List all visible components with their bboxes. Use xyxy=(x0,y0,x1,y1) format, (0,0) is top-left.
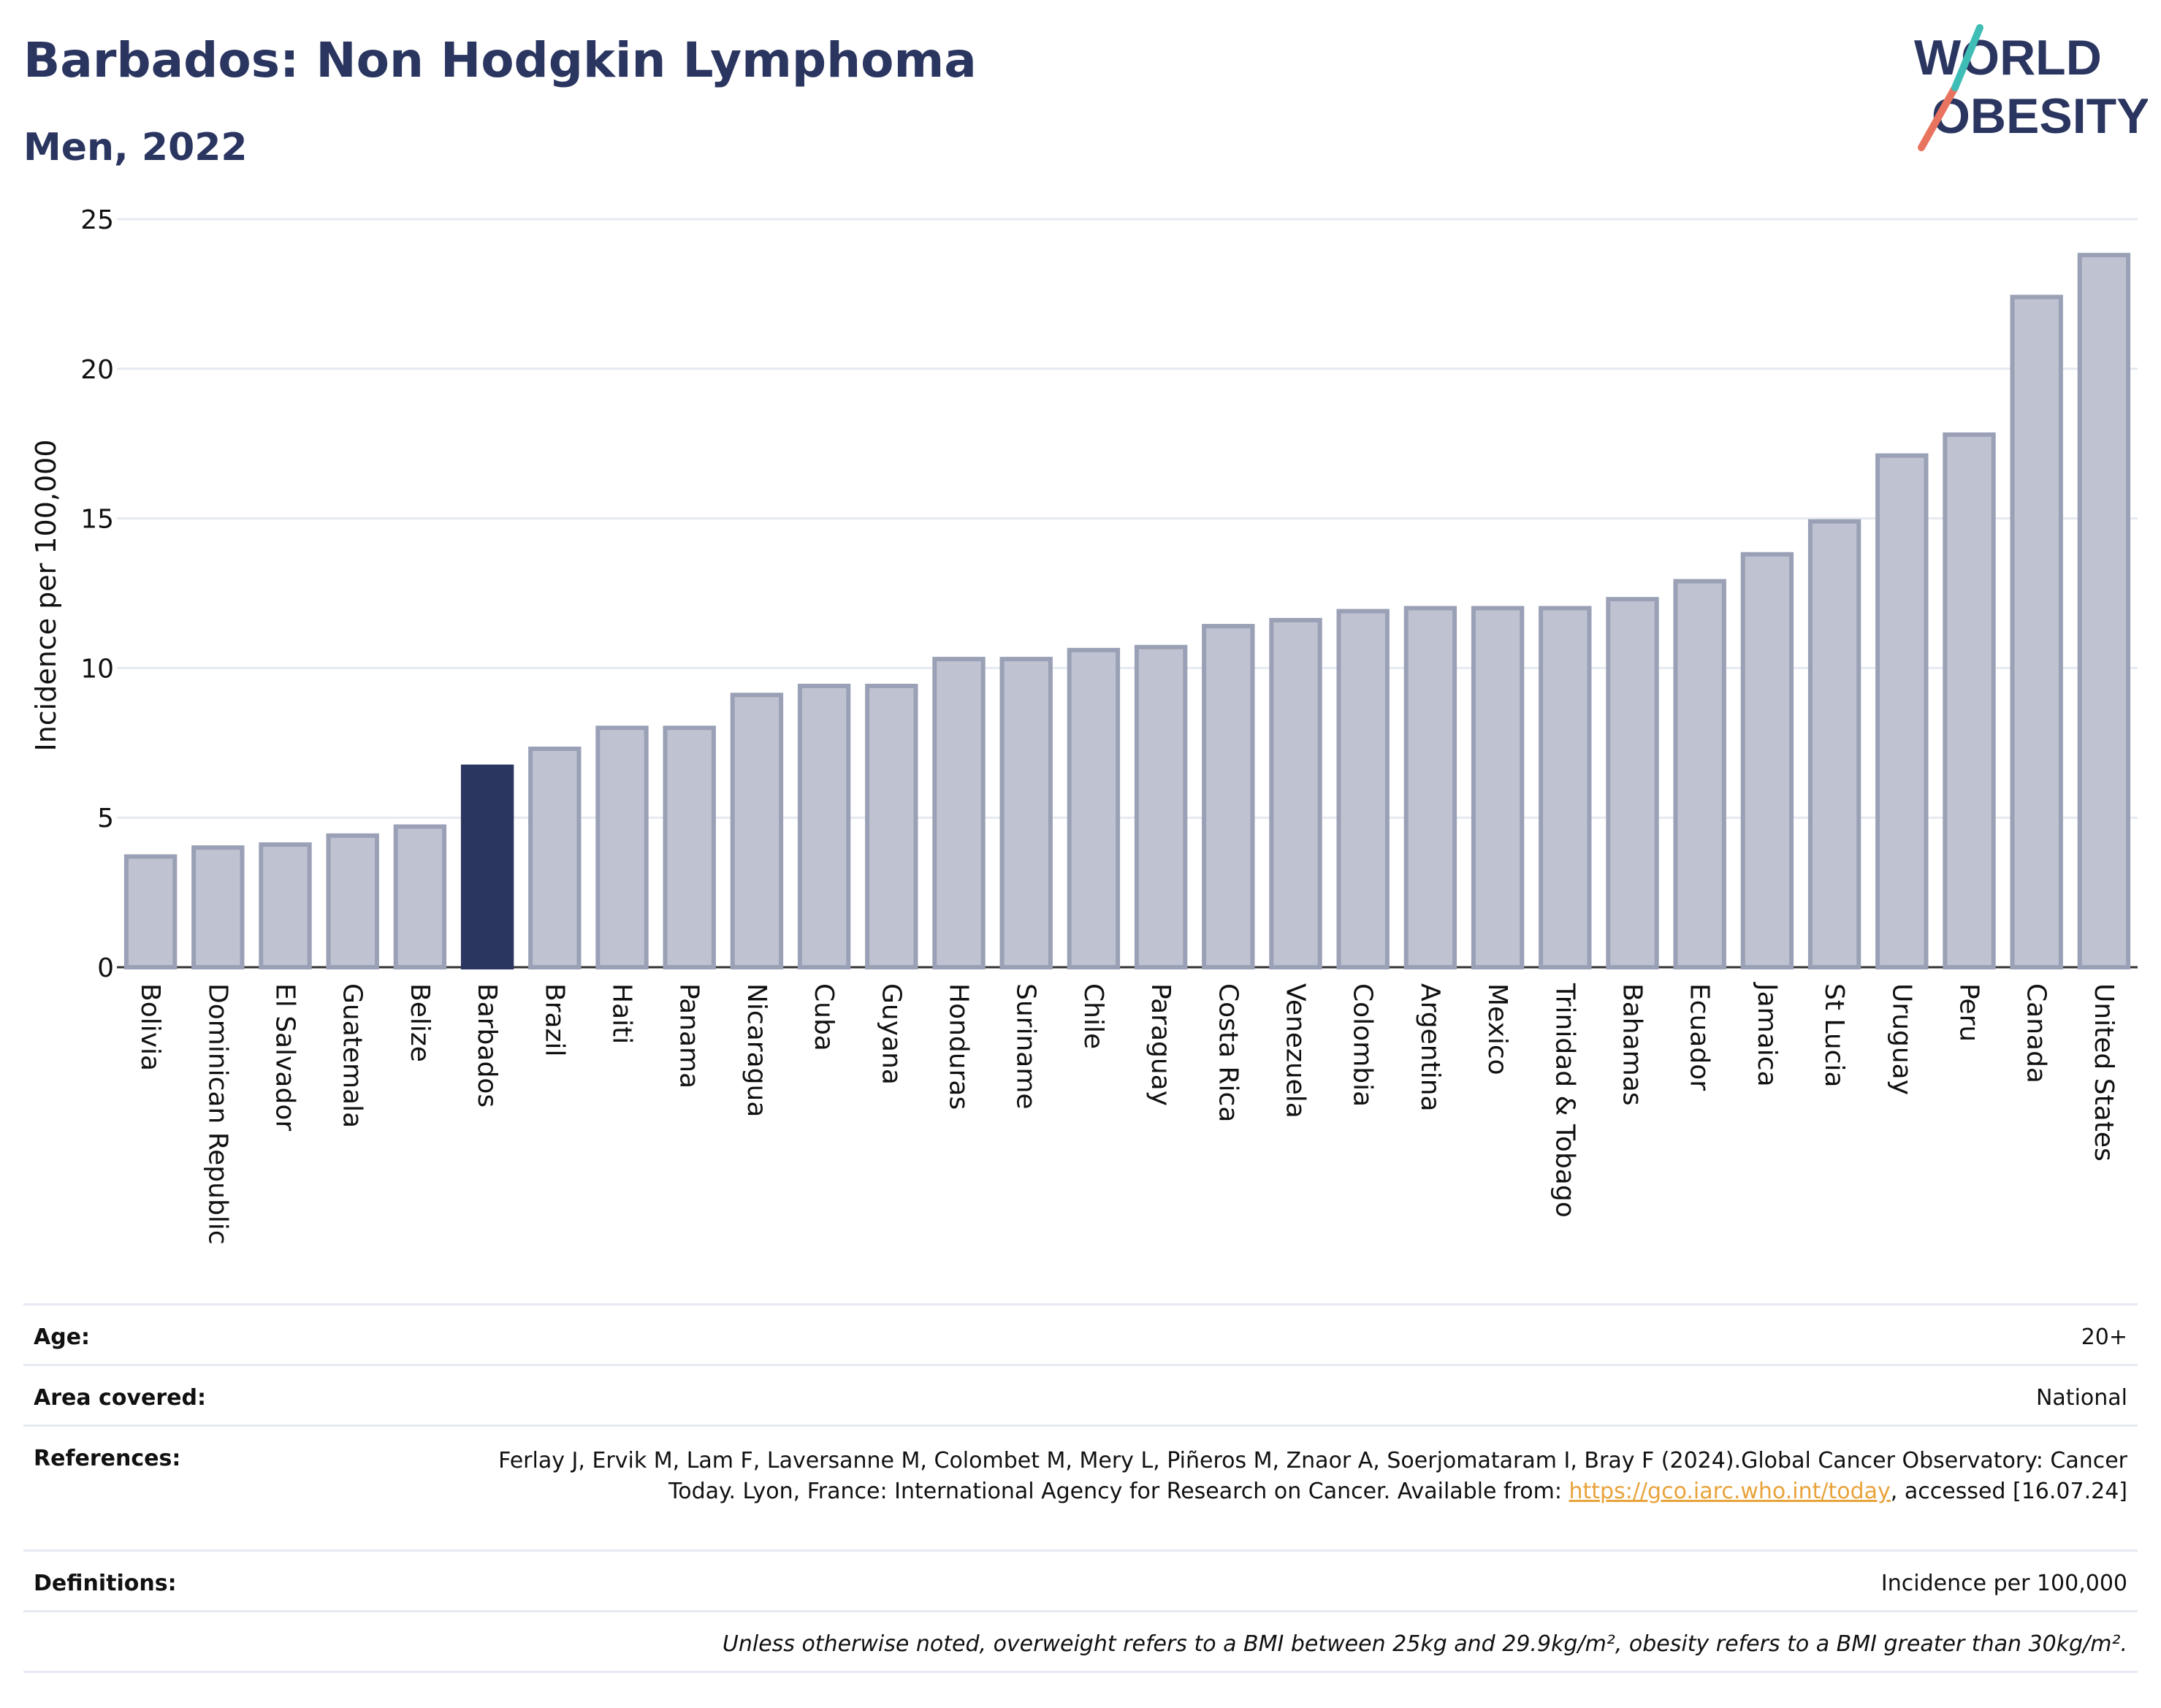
x-tick-label: Chile xyxy=(1078,983,1108,1049)
x-tick-label: Canada xyxy=(2021,983,2051,1083)
definitions-value: Incidence per 100,000 xyxy=(1880,1571,2127,1596)
y-axis-label: Incidence per 100,000 xyxy=(30,439,62,751)
x-tick-label: Guatemala xyxy=(338,983,367,1128)
bar-trinidad-tobago xyxy=(1539,606,1592,969)
bmi-note: Unless otherwise noted, overweight refer… xyxy=(722,1631,2127,1657)
x-tick-label: St Lucia xyxy=(1819,983,1849,1088)
y-tick-label: 25 xyxy=(80,205,114,235)
chart-subtitle: Men, 2022 xyxy=(23,126,248,169)
bar-chart: 0 5 10 15 20 25 Bolivia Dominican Republic El S… xyxy=(30,205,2138,1245)
x-tick-labels: Bolivia Dominican Republic El Salvador Guat… xyxy=(135,982,2119,1245)
bar-jamaica xyxy=(1740,552,1794,969)
chart-title: Barbados: Non Hodgkin Lymphoma xyxy=(23,32,977,88)
y-tick-label: 15 xyxy=(80,505,114,535)
x-tick-label: Haiti xyxy=(607,983,637,1044)
bar-panama xyxy=(663,725,716,969)
bar-brazil xyxy=(528,746,582,969)
references-text: Ferlay J, Ervik M, Lam F, Laversanne M, … xyxy=(498,1448,2127,1504)
bar-bolivia xyxy=(123,854,178,969)
y-tick-label: 5 xyxy=(97,804,114,834)
info-row-definitions: Definitions: Incidence per 100,000 xyxy=(23,1549,2138,1610)
x-tick-label: Bolivia xyxy=(135,983,165,1071)
info-table: Age: 20+ Area covered: National Referenc… xyxy=(23,1303,2138,1673)
x-tick-label: Belize xyxy=(405,983,435,1062)
bar-colombia xyxy=(1336,609,1390,969)
area-label: Area covered: xyxy=(34,1385,206,1411)
definitions-label: Definitions: xyxy=(34,1571,177,1596)
info-row-age: Age: 20+ xyxy=(23,1303,2138,1364)
x-tick-label: Trinidad & Tobago xyxy=(1550,983,1579,1218)
gridlines xyxy=(117,218,2138,969)
bar-haiti xyxy=(595,725,649,969)
world-obesity-logo: WORLD OBESITY xyxy=(1914,24,2148,151)
x-tick-label: Dominican Republic xyxy=(202,983,232,1245)
x-tick-label: Jamaica xyxy=(1752,982,1782,1087)
x-tick-label: Ecuador xyxy=(1685,983,1715,1091)
bar-ecuador xyxy=(1673,579,1726,969)
y-tick-label: 20 xyxy=(80,355,114,385)
bar-belize xyxy=(393,824,447,970)
x-tick-label: Argentina xyxy=(1415,983,1445,1112)
bar-peru xyxy=(1943,432,1996,969)
x-tick-label: Colombia xyxy=(1348,983,1378,1107)
bar-united-states xyxy=(2077,253,2131,970)
bar-guyana xyxy=(865,683,918,969)
bar-honduras xyxy=(932,657,986,969)
x-tick-label: Uruguay xyxy=(1886,983,1916,1095)
x-tick-label: United States xyxy=(2089,983,2119,1162)
bar-venezuela xyxy=(1269,617,1322,969)
x-tick-label: Venezuela xyxy=(1281,983,1311,1118)
area-value: National xyxy=(2035,1385,2127,1411)
bar-argentina xyxy=(1403,606,1457,969)
x-tick-label: Honduras xyxy=(944,983,974,1110)
age-value: 20+ xyxy=(2081,1324,2127,1350)
x-tick-label: Costa Rica xyxy=(1213,983,1243,1122)
age-label: Age: xyxy=(34,1324,91,1350)
x-tick-label: Bahamas xyxy=(1617,983,1647,1106)
bar-el-salvador xyxy=(259,842,312,969)
x-tick-label: Suriname xyxy=(1011,983,1041,1110)
bar-dominican-republic xyxy=(191,845,245,970)
y-tick-label: 0 xyxy=(97,953,114,983)
bar-cuba xyxy=(797,683,851,969)
bar-costa-rica xyxy=(1202,624,1255,970)
bar-nicaragua xyxy=(730,693,784,969)
bar-st-lucia xyxy=(1807,519,1861,969)
x-tick-label: Panama xyxy=(674,983,704,1089)
y-tick-labels: 0 5 10 15 20 25 xyxy=(80,205,114,983)
bar-canada xyxy=(2010,294,2063,970)
x-tick-label: Paraguay xyxy=(1146,983,1175,1106)
bar-barbados xyxy=(460,764,514,969)
references-accessed: , accessed [16.07.24] xyxy=(1890,1479,2127,1504)
bar-mexico xyxy=(1471,606,1525,969)
references-link[interactable]: https://gco.iarc.who.int/today xyxy=(1569,1479,1891,1504)
info-row-area: Area covered: National xyxy=(23,1364,2138,1425)
bar-chile xyxy=(1067,647,1121,969)
bar-guatemala xyxy=(326,833,379,969)
x-tick-label: Mexico xyxy=(1482,983,1512,1075)
x-tick-label: Peru xyxy=(1954,983,1984,1042)
info-row-references: References: Ferlay J, Ervik M, Lam F, La… xyxy=(23,1425,2138,1549)
info-row-note: Unless otherwise noted, overweight refer… xyxy=(23,1610,2138,1673)
bar-uruguay xyxy=(1875,453,1929,969)
x-tick-label: Cuba xyxy=(809,983,839,1051)
x-tick-label: Guyana xyxy=(876,983,906,1085)
x-tick-label: Barbados xyxy=(472,983,502,1107)
references-value: Ferlay J, Ervik M, Lam F, Laversanne M, … xyxy=(447,1446,2127,1507)
bars xyxy=(123,253,2131,970)
x-tick-label: Nicaragua xyxy=(742,983,771,1117)
references-label: References: xyxy=(34,1446,181,1471)
x-tick-label: Brazil xyxy=(539,983,569,1056)
svg-text:WORLD: WORLD xyxy=(1914,30,2102,85)
svg-text:OBESITY: OBESITY xyxy=(1932,88,2148,144)
x-tick-label: El Salvador xyxy=(270,983,300,1131)
bar-paraguay xyxy=(1134,644,1188,970)
bar-suriname xyxy=(999,657,1053,969)
y-tick-label: 10 xyxy=(80,654,114,684)
bar-bahamas xyxy=(1606,597,1659,970)
